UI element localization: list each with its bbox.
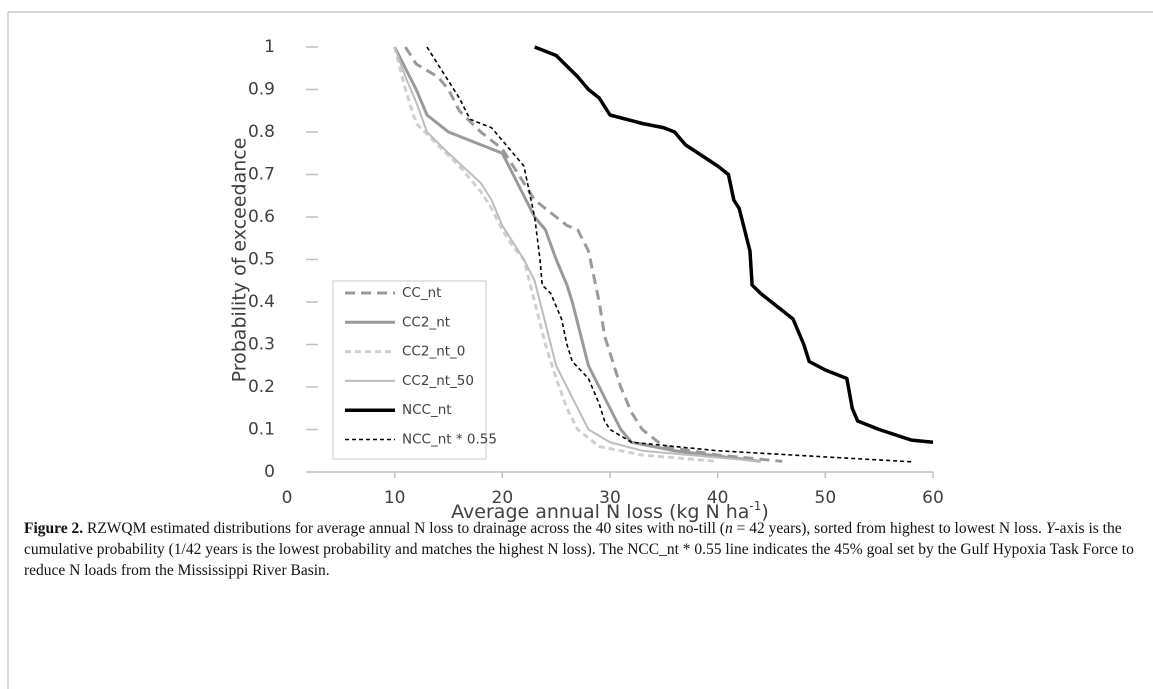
legend-label: CC2_nt_50 xyxy=(402,373,474,389)
x-axis-title-sup: -1 xyxy=(749,499,761,513)
x-tick-label: 40 xyxy=(707,488,729,508)
series-line xyxy=(393,46,761,463)
caption: Figure 2. RZWQM estimated distributions … xyxy=(24,518,1134,581)
y-tick-label: 0.8 xyxy=(248,122,275,142)
x-axis-title-end: ) xyxy=(761,501,768,523)
y-tick-label: 0 xyxy=(264,462,275,482)
x-tick-label: 30 xyxy=(599,488,621,508)
x-tick-label: 50 xyxy=(815,488,837,508)
legend-label: NCC_nt xyxy=(402,402,452,418)
caption-text: Y xyxy=(1045,520,1055,537)
caption-label: Figure 2. xyxy=(24,520,84,537)
caption-text: n xyxy=(724,520,733,537)
legend-label: CC2_nt_0 xyxy=(402,344,465,360)
y-tick-label: 0.5 xyxy=(248,250,275,270)
caption-text: -axis is the cumulative probability (1/4… xyxy=(24,520,1134,579)
series-line xyxy=(426,46,912,463)
series-line xyxy=(393,46,761,463)
y-tick-label: 0.7 xyxy=(248,165,275,185)
x-tick-label: 0 xyxy=(282,488,293,508)
series-line xyxy=(533,45,934,444)
x-tick-label: 60 xyxy=(922,488,944,508)
y-tick-label: 0.2 xyxy=(248,377,275,397)
x-tick-label: 20 xyxy=(492,488,514,508)
y-axis-title: Probability of exceedance xyxy=(229,138,251,383)
legend-label: CC2_nt xyxy=(402,314,450,330)
x-axis-title-main: Average annual N loss (kg N ha xyxy=(451,501,749,523)
legend-box xyxy=(332,280,487,460)
y-tick-label: 0.6 xyxy=(248,207,275,227)
y-tick-label: 0.1 xyxy=(248,420,275,440)
series-line xyxy=(404,46,783,463)
x-tick-label: 10 xyxy=(384,488,406,508)
y-tick-label: 0.4 xyxy=(248,292,275,312)
y-tick-label: 0.3 xyxy=(248,335,275,355)
y-tick-label: 1 xyxy=(264,37,275,57)
x-axis-title: Average annual N loss (kg N ha-1) xyxy=(451,499,769,523)
legend-label: CC_nt xyxy=(402,285,441,301)
y-tick-label: 0.9 xyxy=(248,80,275,100)
caption-text: = 42 years), sorted from highest to lowe… xyxy=(732,520,1046,537)
legend-label: NCC_nt * 0.55 xyxy=(402,432,497,448)
caption-text: RZWQM estimated distributions for averag… xyxy=(83,520,725,537)
